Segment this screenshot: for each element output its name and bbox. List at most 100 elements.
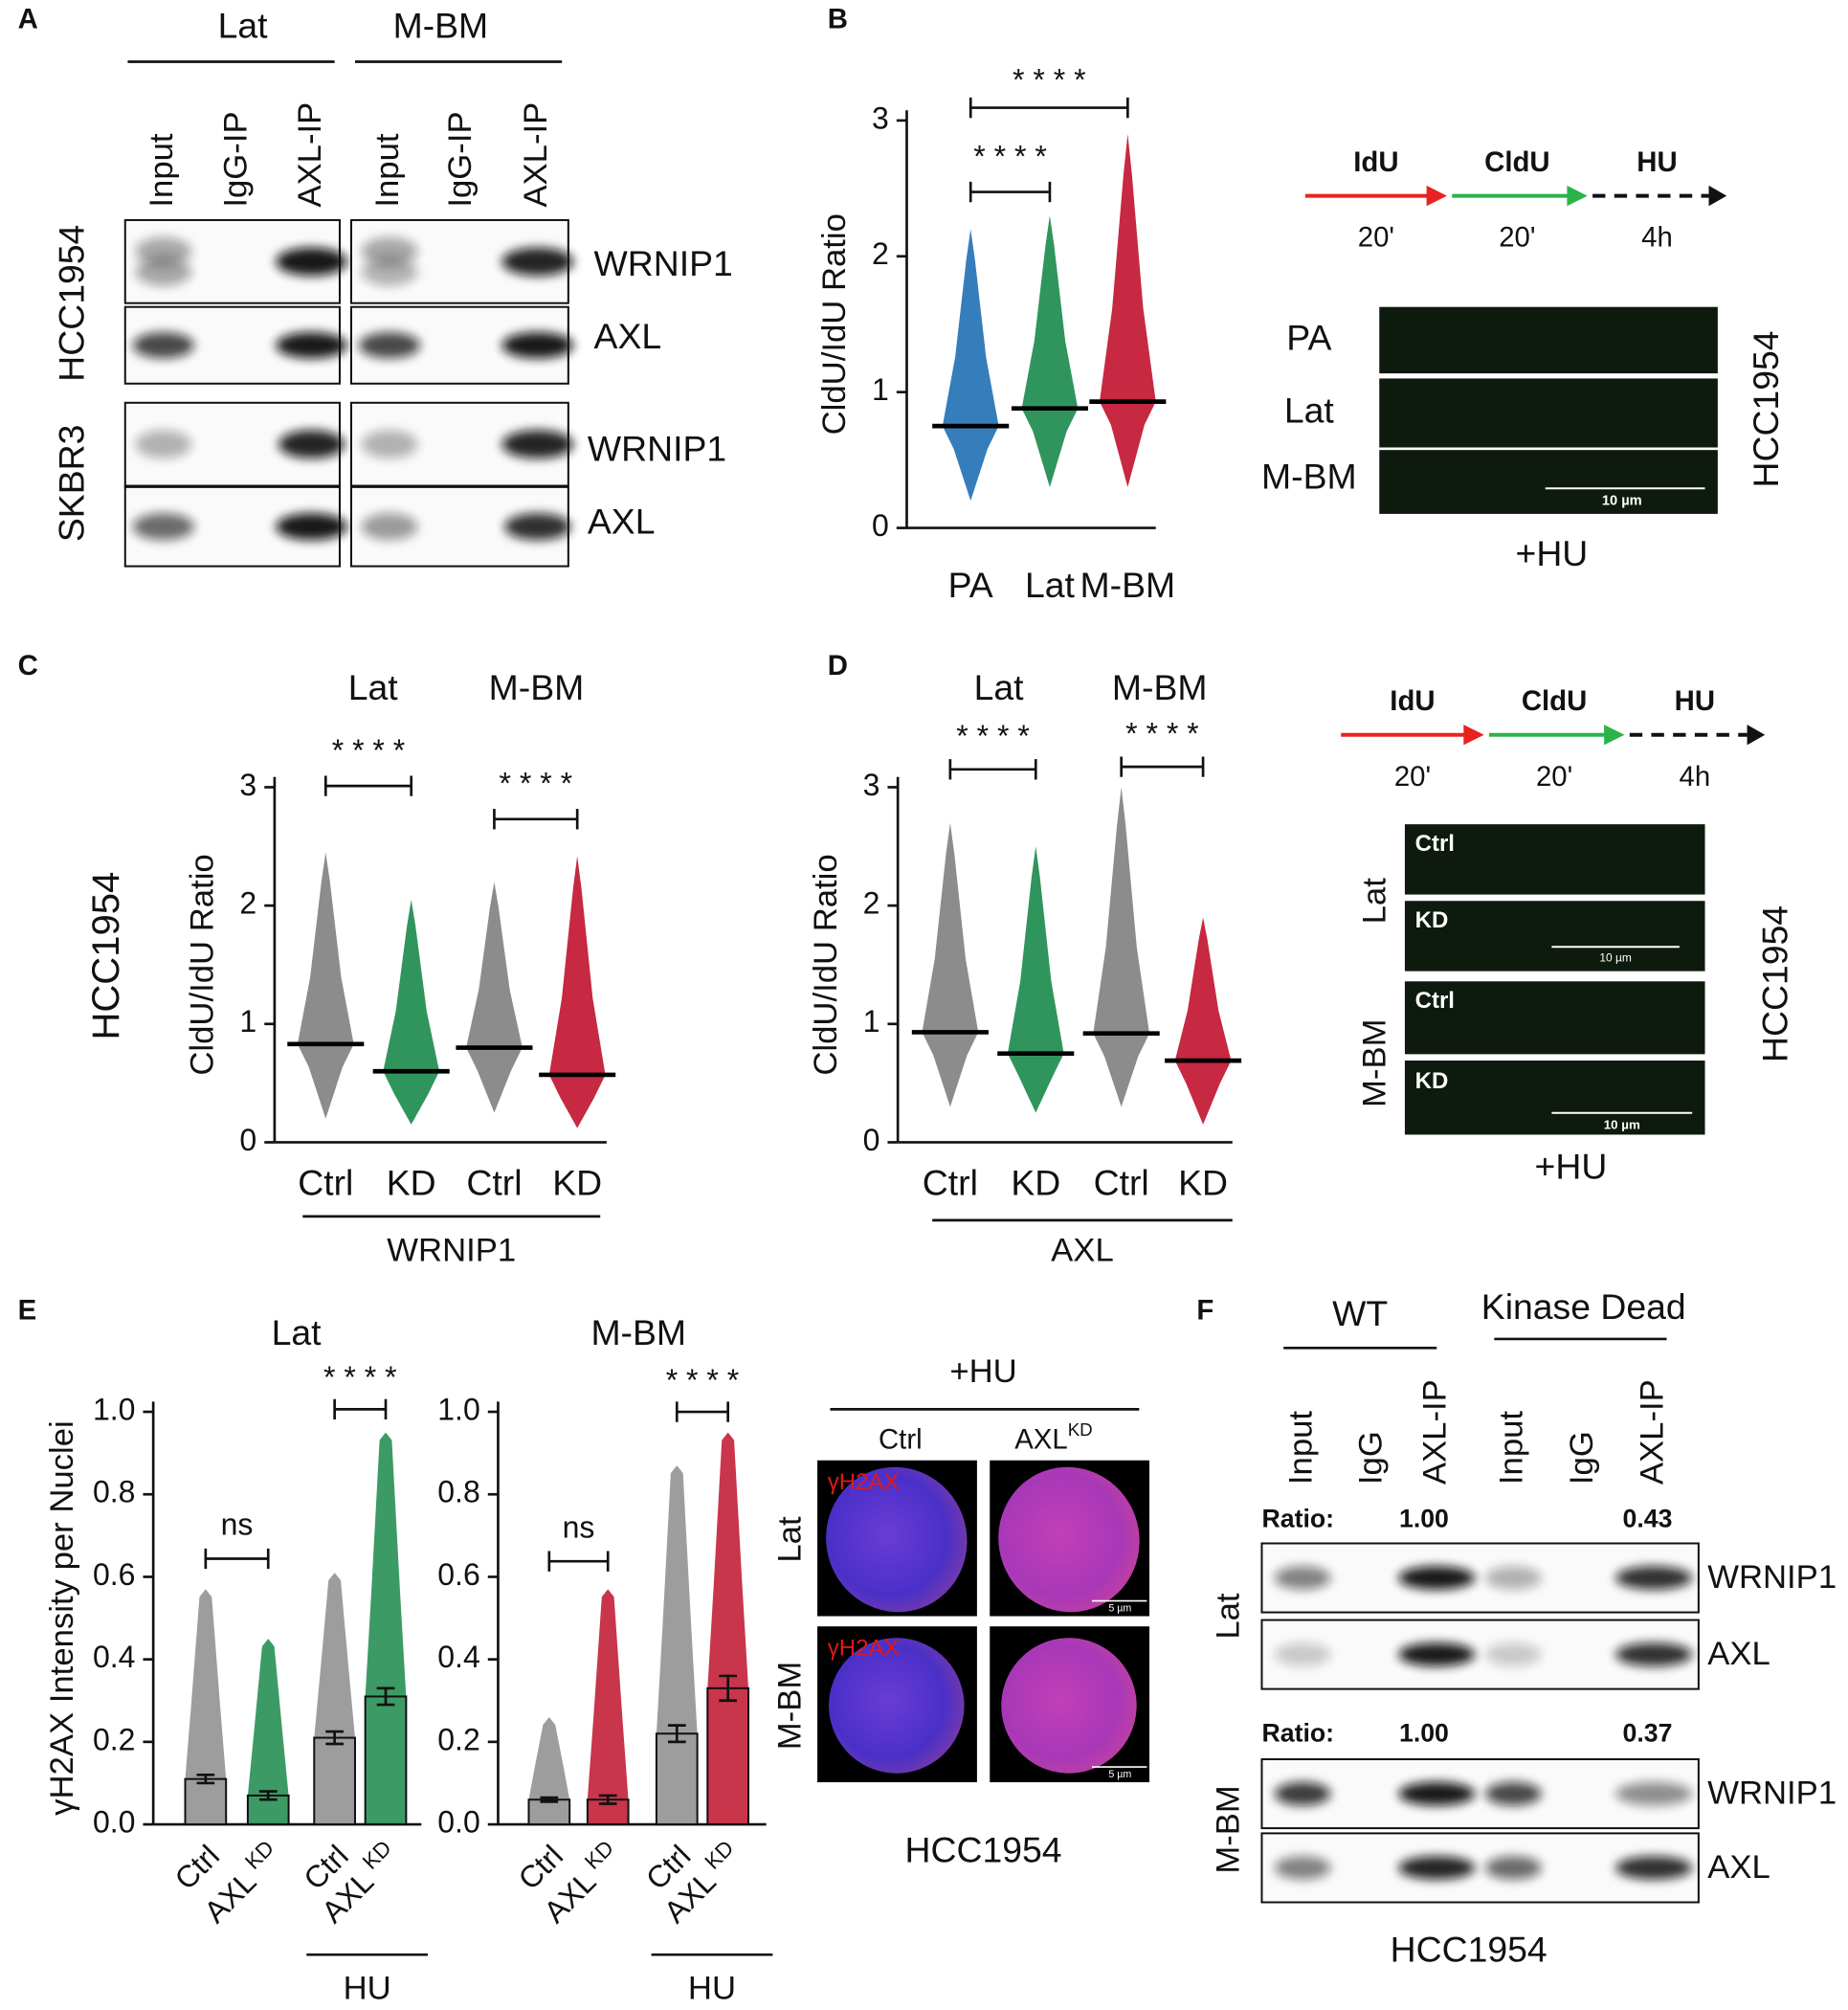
row-label: PA: [1286, 317, 1331, 357]
panel-label: D: [828, 650, 848, 681]
blot-band: [1615, 1642, 1693, 1666]
blot-band: [361, 430, 418, 458]
step-label: IdU: [1390, 685, 1435, 717]
y-tick-label: 2: [239, 886, 256, 921]
y-tick-label: 0.0: [437, 1805, 480, 1840]
ratio-value: 1.00: [1399, 1719, 1449, 1748]
y-tick-label: 0.2: [437, 1722, 480, 1756]
x-tick-label: KD: [1011, 1163, 1060, 1203]
blot-band: [135, 430, 192, 458]
time-label: 20': [1358, 222, 1394, 254]
y-axis-label: γH2AX Intensity per Nuclei: [44, 1420, 80, 1816]
lane-label: Input: [369, 133, 406, 208]
significance: * * * *: [666, 1363, 740, 1397]
treatment: +HU: [1516, 533, 1589, 573]
y-tick-label: 0.8: [93, 1475, 136, 1509]
side-label: HCC1954: [85, 872, 127, 1040]
column-label-main: AXL: [1014, 1423, 1067, 1455]
chart-title: Lat: [272, 1312, 323, 1352]
dot-cloud: [466, 882, 523, 1113]
arrow-head: [1604, 725, 1625, 746]
cell-line: HCC1954: [51, 225, 91, 382]
lane-label: Input: [144, 133, 180, 208]
arrow-head: [1747, 725, 1766, 746]
arrow-head: [1567, 185, 1588, 207]
ratio-value: 0.43: [1623, 1505, 1673, 1533]
lane-label: Input: [1494, 1411, 1530, 1485]
dot-cloud: [185, 1589, 227, 1825]
dot-cloud: [383, 899, 440, 1125]
error-bar: [325, 1730, 344, 1746]
blot-band: [1485, 1781, 1542, 1806]
row-label: KD: [1415, 907, 1449, 933]
label: M-BM: [393, 6, 489, 46]
ratio-label: Ratio:: [1261, 1505, 1334, 1533]
dot-cloud: [365, 1432, 407, 1825]
y-tick-label: 0.4: [93, 1640, 136, 1674]
error-bar: [667, 1724, 686, 1744]
blot-band: [276, 513, 347, 541]
x-tick-label: PA: [948, 565, 993, 605]
y-tick-label: 0.6: [437, 1557, 480, 1592]
protein-label: WRNIP1: [1707, 1559, 1837, 1596]
dot-cloud: [1099, 134, 1156, 487]
column-label: Ctrl: [879, 1423, 923, 1455]
lane-label: Input: [1282, 1411, 1319, 1485]
blot-band: [1615, 1856, 1693, 1880]
panel-label: F: [1196, 1295, 1213, 1327]
group-label: M-BM: [489, 667, 585, 707]
scale-bar-label: 5 µm: [1108, 1602, 1131, 1614]
x-tick-label-sup: KD: [700, 1835, 739, 1874]
cell-label: Lat: [1210, 1593, 1246, 1640]
bracket: [948, 759, 1037, 780]
blot-band: [135, 236, 192, 266]
row-group: M-BM: [1357, 1018, 1393, 1106]
blot-band: [501, 247, 574, 277]
step-label: HU: [1675, 685, 1715, 717]
ratio-label: Ratio:: [1261, 1719, 1334, 1748]
time-label: 20': [1536, 761, 1572, 793]
bracket: [333, 1398, 388, 1420]
group-label: Lat: [974, 667, 1025, 707]
blot-band: [504, 513, 571, 541]
group-axis-label: AXL: [1051, 1232, 1114, 1268]
y-tick-label: 1: [863, 1004, 880, 1038]
blot-band: [1485, 1642, 1542, 1666]
time-label: 20': [1499, 222, 1535, 254]
significance: * * * *: [500, 767, 573, 801]
blot-band: [276, 247, 347, 277]
significance: * * * *: [956, 719, 1030, 753]
column-label-sup: KD: [1068, 1419, 1093, 1440]
bracket: [323, 775, 413, 796]
row-label: Lat: [772, 1516, 809, 1563]
x-tick-label: Ctrl: [466, 1163, 522, 1203]
cell-line: HCC1954: [1746, 330, 1786, 487]
nucleus: [1001, 1638, 1137, 1774]
dot-cloud: [587, 1589, 629, 1825]
treatment: +HU: [949, 1353, 1016, 1390]
panel-label: C: [18, 650, 38, 681]
x-tick-label: Ctrl: [923, 1163, 978, 1203]
dot-cloud: [942, 229, 999, 502]
x-tick-label: KD: [552, 1163, 602, 1203]
blot-band: [1274, 1781, 1331, 1806]
arrow-head: [1708, 185, 1727, 207]
row-group: Lat: [1357, 878, 1393, 925]
row-label: Ctrl: [1415, 831, 1455, 857]
scale-bar-label: 10 µm: [1604, 1118, 1640, 1132]
label: Lat: [218, 6, 269, 46]
protein-label: WRNIP1: [588, 428, 726, 468]
y-axis-label: CldU/IdU Ratio: [185, 854, 221, 1075]
x-tick-label: Lat: [1025, 565, 1076, 605]
error-bar: [196, 1774, 215, 1785]
lane-label: IgG-IP: [217, 111, 254, 207]
stain-label: γH2AX: [828, 1469, 900, 1495]
y-tick-label: 0.4: [437, 1640, 480, 1674]
panel-label: A: [18, 4, 38, 35]
stain-label: γH2AX: [828, 1636, 900, 1662]
row-label: M-BM: [772, 1662, 809, 1750]
column-label: AXLKD: [1014, 1419, 1092, 1455]
blot-band: [132, 332, 194, 359]
